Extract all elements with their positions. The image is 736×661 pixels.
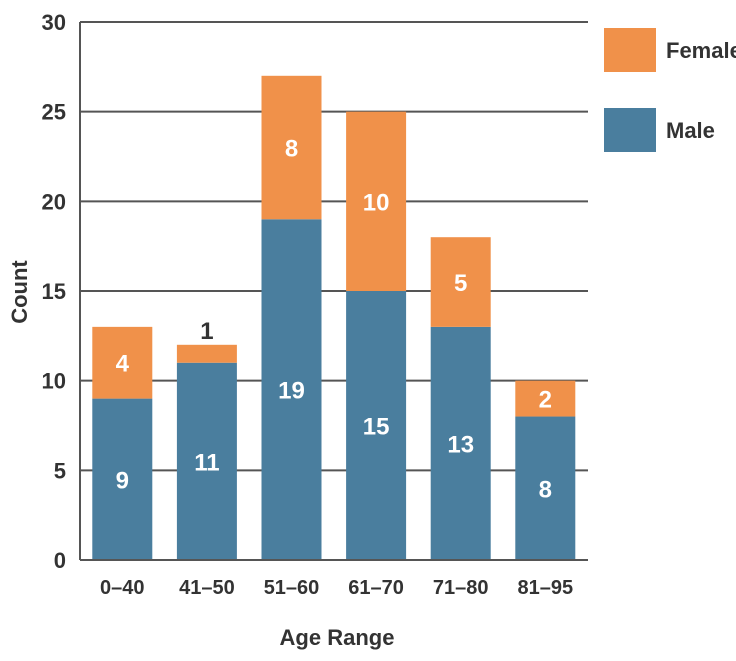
bar-male-4 (346, 291, 407, 560)
bar-female-4 (346, 111, 407, 292)
data-label-female: 4 (116, 351, 130, 378)
bar-male-6 (515, 416, 576, 560)
data-label-male: 19 (278, 378, 305, 405)
bar-layer (92, 75, 576, 560)
data-label-male: 15 (363, 414, 390, 441)
bar-male-1 (92, 398, 153, 560)
x-tick-label: 51–60 (264, 577, 320, 599)
data-label-female: 2 (539, 387, 552, 414)
bar-female-5 (430, 237, 491, 327)
grid-layer (80, 21, 588, 472)
x-tick-label: 41–50 (179, 577, 235, 599)
y-tick-label: 5 (54, 458, 66, 483)
data-label-female: 5 (454, 270, 467, 297)
x-tick-label: 0–40 (100, 577, 145, 599)
legend-swatch-male (604, 108, 656, 152)
bar-female-3 (261, 75, 322, 220)
data-label-male: 11 (194, 449, 219, 476)
data-label-male: 9 (116, 467, 129, 494)
bar-male-3 (261, 219, 322, 560)
bar-female-1 (92, 326, 153, 399)
legend-swatch-female (604, 28, 656, 72)
x-axis-title: Age Range (280, 625, 395, 650)
bar-male-5 (430, 326, 491, 560)
legend-layer: Female Male (604, 28, 736, 152)
legend-label-male: Male (666, 118, 715, 143)
y-tick-label: 0 (54, 548, 66, 573)
data-label-female: 10 (363, 189, 390, 216)
x-tick-label: 61–70 (348, 577, 404, 599)
bar-female-2 (176, 344, 237, 363)
x-tick-label: 71–80 (433, 577, 489, 599)
y-tick-label: 10 (42, 369, 66, 394)
y-tick-label: 25 (42, 100, 66, 125)
y-tick-label: 20 (42, 189, 66, 214)
legend-label-female: Female (666, 38, 736, 63)
bar-female-6 (515, 380, 576, 417)
data-label-male: 8 (539, 476, 552, 503)
data-label-female: 8 (285, 136, 298, 163)
y-tick-label: 15 (42, 279, 66, 304)
bar-male-2 (176, 362, 237, 560)
y-axis-title: Count (7, 260, 32, 324)
x-tick-label: 81–95 (517, 577, 573, 599)
data-label-male: 13 (447, 431, 474, 458)
data-label-female: 1 (200, 318, 213, 345)
y-tick-label: 30 (42, 10, 66, 35)
